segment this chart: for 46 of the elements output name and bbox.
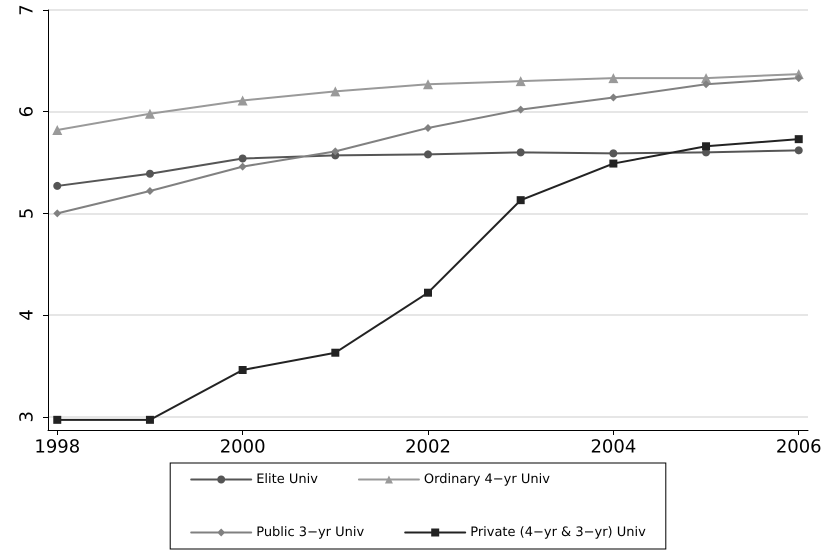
point (424, 124, 432, 132)
point (53, 182, 62, 190)
legend-label: Ordinary 4−yr Univ (424, 472, 550, 487)
y-tick-label: 4 (16, 309, 38, 321)
y-tick-label: 5 (16, 208, 38, 220)
x-tick-label: 2002 (405, 436, 451, 458)
point (331, 147, 340, 156)
x-tick-label: 1998 (34, 436, 80, 458)
point (794, 135, 803, 144)
point (516, 106, 525, 114)
point (516, 76, 526, 86)
x-tick-label: 2004 (590, 436, 636, 458)
point (238, 366, 247, 374)
point (53, 209, 62, 218)
point (331, 348, 340, 357)
point (794, 146, 803, 154)
y-tick-label: 6 (16, 106, 38, 118)
point (423, 79, 433, 90)
point (609, 149, 618, 158)
point (52, 125, 62, 135)
x-tick-label: 2000 (220, 436, 266, 458)
legend-label: Public 3−yr Univ (256, 525, 365, 540)
point (609, 160, 618, 168)
point (794, 74, 803, 82)
point (702, 80, 710, 88)
point (609, 93, 618, 102)
point (516, 196, 525, 204)
legend-label: Elite Univ (256, 472, 318, 487)
point (53, 416, 62, 424)
point (146, 170, 154, 178)
point (238, 162, 247, 171)
point (516, 148, 525, 156)
point (424, 288, 432, 297)
y-tick-label: 3 (16, 411, 38, 423)
point (330, 86, 340, 96)
point (702, 142, 710, 150)
legend-label: Private (4−yr & 3−yr) Univ (470, 525, 646, 540)
point (424, 150, 432, 158)
point (238, 154, 247, 162)
point (144, 108, 155, 119)
x-tick-label: 2006 (776, 436, 822, 458)
point (608, 73, 618, 84)
point (146, 187, 154, 196)
point (146, 416, 154, 424)
y-tick-label: 7 (16, 4, 38, 16)
point (238, 96, 248, 106)
